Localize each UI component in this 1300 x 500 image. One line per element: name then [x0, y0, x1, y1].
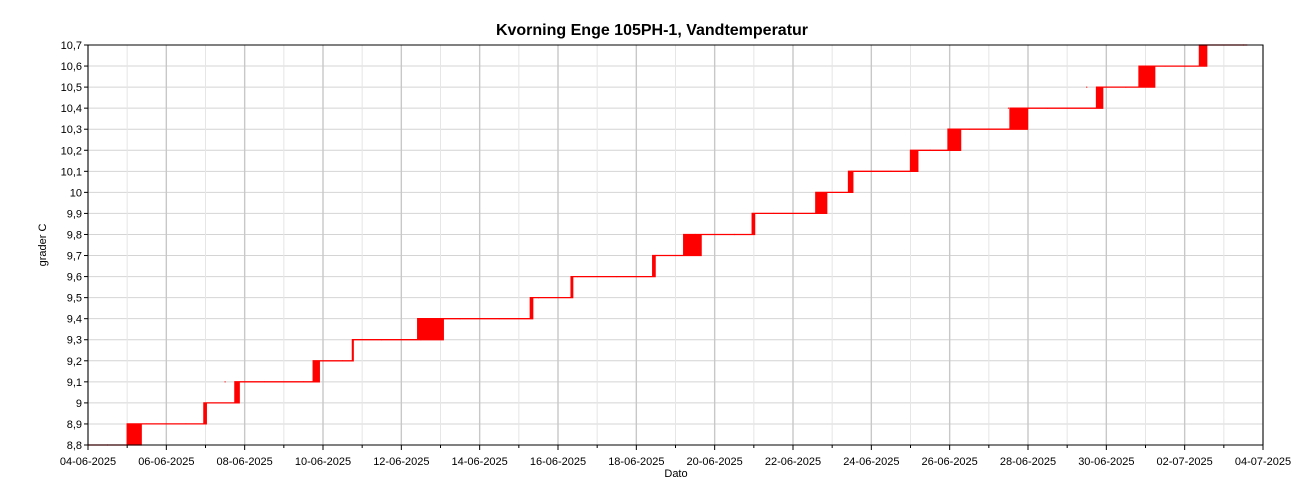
- data-point: [1086, 86, 1088, 88]
- x-tick-label: 14-06-2025: [452, 456, 508, 468]
- data-point: [772, 212, 775, 215]
- data-point: [263, 381, 265, 383]
- series-layer: [88, 44, 1248, 446]
- series-line-vandtemperatur: [88, 44, 1248, 446]
- data-point: [616, 275, 618, 278]
- x-tick-label: 02-07-2025: [1157, 456, 1213, 468]
- y-tick-label: 8,8: [67, 440, 82, 452]
- x-tick-label: 26-06-2025: [922, 456, 978, 468]
- x-tick-label: 10-06-2025: [295, 456, 351, 468]
- data-point: [1164, 65, 1166, 67]
- data-point: [1007, 107, 1010, 109]
- y-tick-label: 10,5: [61, 82, 82, 94]
- data-point: [146, 423, 148, 425]
- data-point: [302, 381, 305, 383]
- x-tick-label: 30-06-2025: [1078, 456, 1134, 468]
- data-point: [694, 233, 696, 236]
- y-tick-label: 10: [70, 187, 82, 199]
- x-tick-label: 06-06-2025: [138, 456, 194, 468]
- data-point: [733, 233, 735, 236]
- y-tick-label: 10,4: [61, 103, 82, 115]
- x-tick-label: 18-06-2025: [608, 456, 664, 468]
- data-point: [341, 360, 344, 362]
- y-tick-label: 9,1: [67, 377, 82, 389]
- data-point: [811, 212, 814, 215]
- x-axis-ticks: 04-06-2025 06-06-2025 08-06-2025 10-06-2025…: [60, 445, 1291, 468]
- y-tick-label: 9,3: [67, 335, 82, 347]
- data-point: [224, 381, 226, 383]
- x-tick-label: 04-07-2025: [1235, 456, 1291, 468]
- data-point: [968, 128, 970, 130]
- y-tick-label: 10,3: [61, 124, 82, 136]
- x-axis-label: Dato: [664, 468, 687, 480]
- x-tick-label: 20-06-2025: [687, 456, 743, 468]
- data-point: [851, 170, 853, 172]
- y-tick-label: 9,9: [67, 208, 82, 220]
- y-tick-label: 10,2: [61, 145, 82, 157]
- y-tick-label: 9,6: [67, 272, 82, 284]
- chart-title: Kvorning Enge 105PH-1, Vandtemperatur: [496, 22, 808, 39]
- data-point: [890, 170, 892, 172]
- x-tick-label: 12-06-2025: [373, 456, 429, 468]
- data-point: [498, 318, 500, 320]
- x-tick-label: 24-06-2025: [843, 456, 899, 468]
- grid: [87, 44, 1264, 446]
- data-point: [929, 149, 931, 151]
- data-point: [1125, 86, 1127, 88]
- data-point: [576, 275, 579, 278]
- y-tick-label: 8,9: [67, 419, 82, 431]
- x-tick-label: 28-06-2025: [1000, 456, 1056, 468]
- data-point: [459, 318, 461, 320]
- y-tick-label: 10,6: [61, 61, 82, 73]
- data-point: [1203, 65, 1205, 67]
- x-tick-label: 08-06-2025: [217, 456, 273, 468]
- y-tick-label: 9,8: [67, 229, 82, 241]
- y-tick-label: 10,1: [61, 166, 82, 178]
- data-point: [537, 297, 540, 299]
- y-tick-label: 9,4: [67, 314, 82, 326]
- y-tick-label: 9,5: [67, 293, 82, 305]
- data-point: [420, 339, 422, 341]
- y-axis-label: grader C: [37, 224, 49, 267]
- x-tick-label: 22-06-2025: [765, 456, 821, 468]
- data-point: [381, 339, 383, 341]
- data-point: [185, 423, 187, 425]
- x-tick-label: 16-06-2025: [530, 456, 586, 468]
- y-tick-label: 10,7: [61, 40, 82, 52]
- data-point: [655, 254, 657, 257]
- data-point: [1046, 107, 1049, 109]
- y-tick-label: 9,2: [67, 356, 82, 368]
- y-axis-ticks: 8,8 8,9 9 9,1 9,2 9,3 9,4 9,5 9,6 9,7 9,8 9,9 10 10,1…: [61, 40, 88, 452]
- x-tick-label: 04-06-2025: [60, 456, 116, 468]
- y-tick-label: 9: [76, 398, 82, 410]
- y-tick-label: 9,7: [67, 251, 82, 263]
